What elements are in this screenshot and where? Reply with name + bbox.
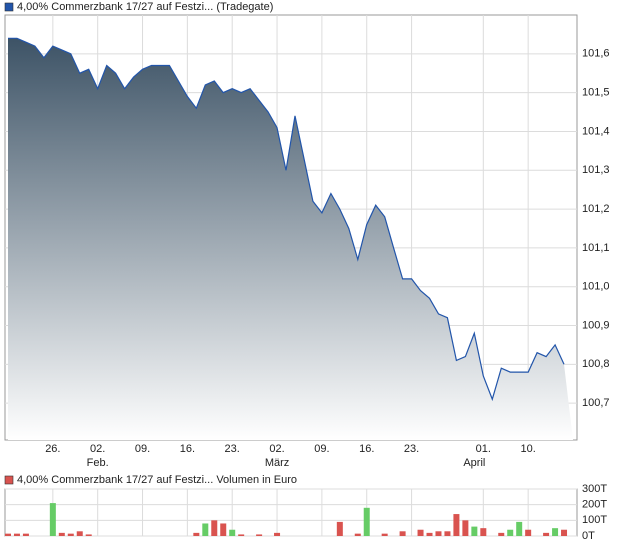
y-tick-label: 100,8 xyxy=(582,358,610,370)
y-tick-label: 101,6 xyxy=(582,48,610,60)
x-tick-label: 16. xyxy=(359,443,374,455)
x-month-label: April xyxy=(463,457,485,469)
x-month-label: März xyxy=(265,457,289,469)
volume-bar xyxy=(76,531,83,536)
legend-label: 4,00% Commerzbank 17/27 auf Festzi... (T… xyxy=(17,1,273,13)
volume-bar xyxy=(336,521,343,536)
volume-bar xyxy=(220,523,227,536)
volume-bar xyxy=(229,529,236,536)
volume-bar xyxy=(193,532,200,536)
volume-bar xyxy=(49,503,56,536)
volume-bar xyxy=(444,531,451,536)
y-tick-label: 101,3 xyxy=(582,164,610,176)
x-tick-label: 26. xyxy=(45,443,60,455)
y-tick-label: 101,5 xyxy=(582,87,610,99)
volume-bar xyxy=(426,532,433,536)
legend-swatch xyxy=(4,475,14,485)
volume-bar xyxy=(256,534,263,536)
y-tick-label: 101,0 xyxy=(582,281,610,293)
volume-bar xyxy=(22,533,29,536)
volume-bar xyxy=(516,521,523,536)
volume-bar xyxy=(561,529,568,536)
x-tick-label: 02. xyxy=(269,443,284,455)
volume-bar xyxy=(13,533,20,536)
y-tick-label: 100,9 xyxy=(582,319,610,331)
y-tick-label: 100,7 xyxy=(582,397,610,409)
volume-plot-frame xyxy=(4,488,578,537)
area-fill xyxy=(8,38,573,441)
x-tick-label: 02. xyxy=(90,443,105,455)
volume-bar xyxy=(211,520,218,536)
volume-bar xyxy=(67,533,74,536)
volume-bar xyxy=(354,533,361,536)
volume-bar xyxy=(498,532,505,536)
y-tick-label: 0T xyxy=(582,530,595,542)
y-tick-label: 100T xyxy=(582,514,607,526)
y-tick-label: 200T xyxy=(582,499,607,511)
volume-bar xyxy=(238,534,245,536)
volume-bar xyxy=(435,531,442,536)
volume-bar xyxy=(552,528,559,536)
x-tick-label: 09. xyxy=(135,443,150,455)
volume-bar xyxy=(462,520,469,536)
volume-bar xyxy=(399,531,406,536)
volume-bar xyxy=(507,529,514,536)
x-tick-label: 01. xyxy=(476,443,491,455)
x-tick-label: 16. xyxy=(180,443,195,455)
volume-bar xyxy=(381,533,388,536)
volume-bar xyxy=(453,514,460,536)
volume-bar xyxy=(363,507,370,536)
x-tick-label: 10. xyxy=(521,443,536,455)
y-tick-label: 300T xyxy=(582,483,607,495)
x-tick-label: 23. xyxy=(404,443,419,455)
volume-bar xyxy=(480,528,487,536)
volume-bar xyxy=(274,532,281,536)
volume-bar xyxy=(5,533,11,536)
x-month-label: Feb. xyxy=(87,457,109,469)
y-tick-label: 101,2 xyxy=(582,203,610,215)
y-tick-label: 101,1 xyxy=(582,242,610,254)
x-tick-label: 23. xyxy=(225,443,240,455)
volume-bar xyxy=(471,526,478,536)
volume-bar xyxy=(85,534,92,536)
legend-swatch xyxy=(4,2,14,12)
volume-bar xyxy=(58,532,65,536)
legend-label: 4,00% Commerzbank 17/27 auf Festzi... Vo… xyxy=(17,474,297,486)
volume-bar xyxy=(202,523,209,536)
price-line xyxy=(8,37,565,402)
volume-bar xyxy=(525,529,532,536)
x-tick-label: 09. xyxy=(314,443,329,455)
volume-bar xyxy=(543,532,550,536)
y-tick-label: 101,4 xyxy=(582,125,610,137)
volume-bar xyxy=(417,529,424,536)
